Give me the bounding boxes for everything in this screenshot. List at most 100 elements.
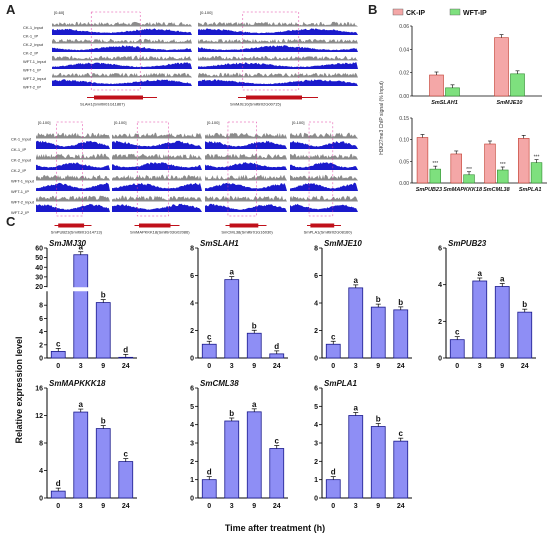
x-tick-label: 3 [354,363,358,370]
gene-model-exon [229,223,259,228]
wft-ip-bar [463,174,475,184]
peak-highlight-box [90,11,141,91]
gene-model-exon [310,223,335,228]
x-tick-label: 3 [79,503,83,510]
significance-letter: a [500,275,505,284]
significance-letter: a [79,243,84,252]
wft-ip-bar [445,87,460,97]
y-tick-label: 16 [35,386,43,393]
ck-ip-bar [484,143,496,184]
data-range-label: [0-60] [54,10,64,15]
ip-coverage-track [205,203,287,212]
significance-letter: b [522,300,527,309]
significance-letter: a [354,276,359,285]
x-tick-label: 3 [354,503,358,510]
y-tick-label: 0 [190,496,194,503]
track-label: WFT-1_input [11,178,35,183]
x-tick-label: 9 [101,503,105,510]
track-label: WFT-2_input [11,199,35,204]
track-label: CK-1_input [11,136,32,141]
x-tick-label: 24 [397,503,405,510]
expression-bar [201,479,217,499]
y-tick-label: 5 [314,404,318,411]
y-tick-label: 5 [190,404,194,411]
y-tick-label: 12 [35,413,43,420]
x-axis-label: Time after treatment (h) [225,523,325,533]
x-tick-label: SmPUB23 [416,187,442,193]
ip-coverage-track [52,62,192,69]
y-tick-label: 4 [39,329,43,336]
chart-title: SmCML38 [200,379,239,388]
y-tick-label: 0.06 [399,24,409,30]
x-tick-label: 0 [207,363,211,370]
gene-name-label: SmMAPKKK18(Smiltir03G02086) [130,230,190,235]
ip-coverage-track [205,183,287,191]
y-tick-label: 6 [438,246,442,253]
x-tick-label: 0 [207,503,211,510]
y-tick-label: 6 [190,273,194,280]
x-tick-label: 9 [500,363,504,370]
expression-bar [95,302,111,359]
expression-bar [224,279,240,359]
track-label: CK-1_IP [23,34,38,39]
expression-bar [370,306,386,359]
ip-coverage-track [205,162,287,170]
x-tick-label: 0 [331,503,335,510]
track-label: CK-2_IP [23,51,38,56]
y-tick-label: 4 [438,282,442,289]
y-tick-label: 0 [314,496,318,503]
data-range-label: [0-100] [200,10,212,15]
expression-bar [246,411,262,499]
chart-title: SmPLA1 [324,379,357,388]
significance-letter: a [354,404,359,413]
expression-bar [118,461,134,499]
x-tick-label: 0 [455,363,459,370]
significance-letter: b [229,409,234,418]
significance-letter: c [399,429,404,438]
significance-letter: c [124,450,129,459]
expression-bar [517,311,533,359]
ip-coverage-track [112,203,202,212]
chart-title: SmMJE10 [324,239,362,248]
y-tick-label: 4 [314,301,318,308]
y-tick-label: 0.10 [399,138,409,144]
data-range-label: [0-100] [207,120,219,125]
expression-bar [73,254,89,359]
significance-label: *** [534,155,540,161]
genome-browser-tracks: CK-1_input CK-1_IP CK-2_input CK-2_IP WFT-1_… [11,10,358,235]
significance-letter: a [252,400,257,409]
gene-name-label: SmMJE10(Smiltir02G00715) [230,102,282,107]
ip-coverage-track [112,140,202,149]
y-tick-label: 0 [438,356,442,363]
expression-bar [73,411,89,499]
y-tick-label: 1 [314,477,318,484]
wft-ip-bar [497,169,509,184]
expression-bar [325,479,341,499]
significance-label: *** [432,161,438,167]
input-coverage-track [198,21,358,27]
input-coverage-track [198,72,358,78]
input-coverage-track [205,174,287,181]
x-tick-label: 9 [101,363,105,370]
y-tick-label: 2 [39,342,43,349]
ck-ip-bar [518,138,530,184]
y-tick-label: 0.05 [399,159,409,165]
y-tick-label: 8 [190,246,194,253]
y-tick-label: 1 [190,477,194,484]
significance-letter: b [101,417,106,426]
ip-coverage-track [36,140,110,149]
peak-highlight-box [227,121,257,217]
input-coverage-track [205,195,287,202]
ip-coverage-track [198,79,358,86]
x-tick-label: 0 [331,363,335,370]
x-tick-label: 24 [521,363,529,370]
expression-bar [50,490,66,499]
ip-coverage-track [205,140,287,149]
significance-letter: b [398,298,403,307]
significance-letter: d [123,345,128,354]
chart-title: SmPUB23 [448,239,487,248]
input-coverage-track [290,174,358,181]
wft-ip-bar [429,168,441,184]
x-tick-label: 9 [252,363,256,370]
